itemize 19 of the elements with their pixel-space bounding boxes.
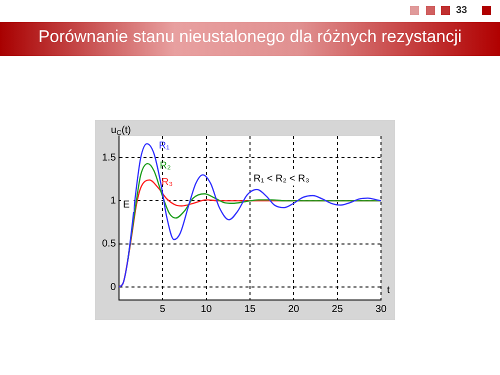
chart-title: Porównanie stanu nieustalonego dla różnych rezystancji	[37, 27, 463, 47]
annotation: R₁ < R₂ < R₃	[254, 173, 310, 184]
line-series	[118, 143, 381, 288]
annotation: E	[123, 200, 130, 211]
series-label: R₃	[161, 176, 173, 188]
x-tick-label: 10	[200, 304, 212, 315]
x-tick-label: 20	[288, 304, 300, 315]
series-label: R₁	[158, 140, 170, 152]
x-axis-title: t	[387, 284, 390, 296]
x-tick-label: 30	[375, 304, 387, 315]
y-tick-label: 0.5	[102, 238, 116, 250]
y-tick-label: 0	[110, 282, 116, 293]
y-tick-label: 1.5	[102, 152, 116, 164]
x-tick-label: 15	[244, 304, 256, 315]
x-tick-label: 25	[332, 304, 344, 315]
y-tick-label: 1	[110, 195, 116, 206]
x-tick-label: 5	[160, 304, 166, 315]
text: 33	[456, 5, 468, 16]
series-label: R₂	[160, 160, 171, 172]
